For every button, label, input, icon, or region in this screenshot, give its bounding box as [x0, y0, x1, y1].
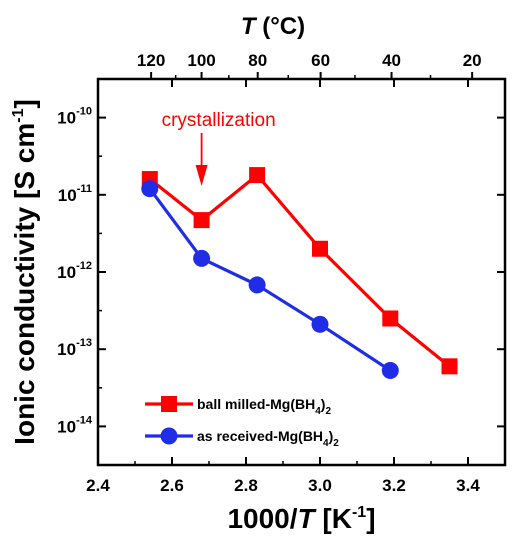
x-axis-title-unit: [K — [315, 503, 352, 534]
legend-label-paren: ) — [329, 428, 334, 444]
y-tick-label: 10-11 — [58, 183, 92, 205]
top-tick-label: 40 — [382, 51, 401, 70]
y-tick-exponent: -14 — [76, 414, 93, 426]
y-axis-title-end: ] — [9, 99, 40, 108]
y-tick-base: 10 — [57, 340, 76, 359]
legend-label-subscript: 4 — [323, 438, 329, 449]
annotation-text: crystallization — [162, 110, 276, 131]
top-tick-label: 20 — [463, 51, 482, 70]
legend-label-subscript: 2 — [325, 406, 331, 417]
x-axis-title-superscript: -1 — [352, 504, 366, 521]
annotation: crystallization — [162, 110, 276, 186]
axis-titles: 1000/T [K-1]T (°C)Ionic conductivity [S … — [9, 13, 376, 534]
legend-label-main: ball milled-Mg(BH — [197, 396, 315, 412]
annotation-arrow-head — [195, 165, 208, 186]
x-tick-label: 3.2 — [382, 476, 406, 495]
top-axis-title-unit: (°C) — [256, 13, 306, 40]
data-point-circle — [193, 249, 211, 267]
data-point-square — [382, 310, 399, 327]
y-tick-label: 10-14 — [57, 414, 93, 436]
data-point-circle — [311, 315, 329, 333]
x-tick-label: 2.8 — [234, 476, 258, 495]
data-point-circle — [248, 276, 266, 294]
legend-label-paren: ) — [321, 396, 326, 412]
series-markers — [141, 167, 458, 379]
y-tick-exponent: -11 — [77, 183, 92, 195]
x-tick-label: 3.4 — [456, 476, 480, 495]
top-tick-label: 120 — [137, 51, 165, 70]
x-tick-label: 2.4 — [86, 476, 110, 495]
series-line — [148, 173, 451, 368]
y-tick-base: 10 — [57, 417, 76, 436]
y-tick-exponent: -10 — [76, 106, 92, 118]
legend-marker-square — [161, 396, 177, 412]
top-axis-title-variable: T — [241, 13, 258, 40]
y-tick-base: 10 — [57, 109, 76, 128]
data-point-square — [193, 212, 210, 229]
x-axis-title-variable: T — [298, 503, 318, 534]
legend-label-subscript: 4 — [315, 406, 321, 417]
y-tick-label: 10-13 — [57, 337, 92, 359]
data-point-square — [312, 240, 328, 257]
legend: ball milled-Mg(BH4)2as received-Mg(BH4)2 — [145, 396, 339, 449]
data-point-circle — [141, 180, 159, 198]
y-tick-label: 10-10 — [57, 106, 92, 128]
legend-label: as received-Mg(BH4)2 — [197, 428, 339, 449]
y-tick-base: 10 — [58, 186, 77, 205]
data-point-square — [249, 167, 266, 184]
legend-label: ball milled-Mg(BH4)2 — [197, 396, 331, 417]
x-axis-title: 1000/T [K-1] — [227, 503, 375, 534]
x-axis-title-prefix: 1000/ — [227, 503, 297, 534]
legend-label-main: as received-Mg(BH — [197, 428, 323, 444]
y-tick-exponent: -12 — [76, 260, 92, 272]
y-tick-label: 10-12 — [57, 260, 92, 282]
x-tick-label: 2.6 — [160, 476, 184, 495]
y-axis-title-superscript: -1 — [10, 108, 27, 122]
data-point-square — [441, 358, 458, 375]
series-line — [148, 187, 392, 372]
top-tick-label: 100 — [187, 51, 215, 70]
series-lines — [148, 173, 451, 372]
y-axis-title-main: Ionic conductivity [S cm — [9, 123, 40, 445]
top-tick-label: 80 — [248, 51, 267, 70]
y-axis-title: Ionic conductivity [S cm-1] — [9, 99, 40, 445]
legend-label-subscript: 2 — [333, 438, 339, 449]
legend-marker-circle — [160, 427, 178, 445]
y-tick-base: 10 — [57, 263, 76, 282]
top-tick-label: 60 — [311, 51, 330, 70]
top-axis-title: T (°C) — [241, 13, 305, 40]
data-point-circle — [381, 361, 399, 379]
y-tick-exponent: -13 — [76, 337, 92, 349]
x-tick-label: 3.0 — [308, 476, 332, 495]
x-axis-title-end: ] — [366, 503, 375, 534]
